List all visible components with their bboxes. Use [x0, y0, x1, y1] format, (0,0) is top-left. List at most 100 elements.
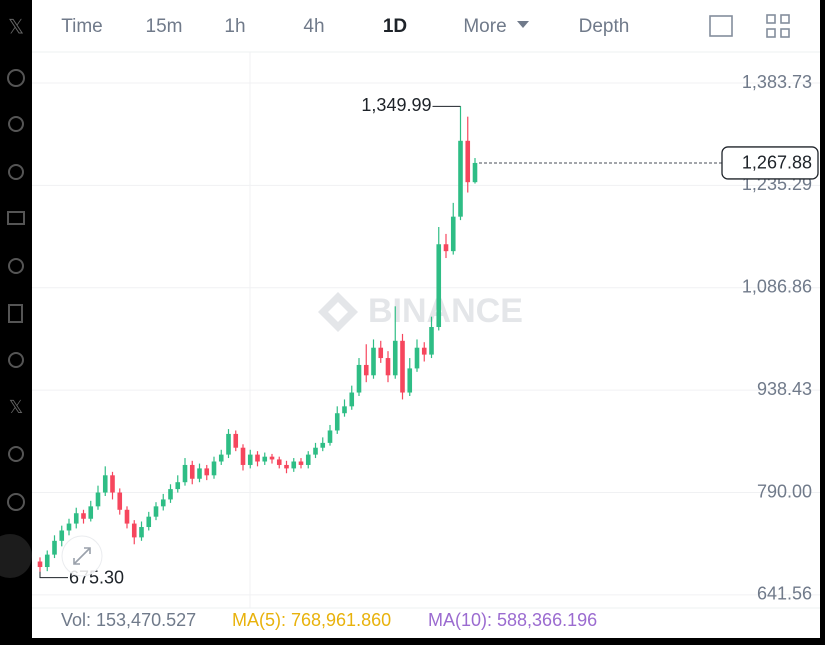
tab[interactable]: 15m [146, 16, 183, 37]
mail-icon [7, 211, 25, 225]
candle-body [385, 358, 391, 376]
watermark-text: BINANCE [368, 292, 523, 330]
candle-body [291, 461, 297, 469]
candle-body [59, 530, 65, 541]
dropdown-caret [517, 21, 529, 28]
candle-body [117, 492, 123, 510]
candle-body [407, 368, 413, 393]
indicator-bar: Vol: 153,470.527 MA(5): 768,961.860 MA(10)… [61, 610, 597, 630]
candle-body [458, 140, 463, 217]
candle-body [110, 475, 115, 493]
candle-body [313, 447, 318, 455]
candle-body [276, 459, 282, 465]
candle-body [400, 340, 405, 393]
layout-icon[interactable] [766, 28, 776, 38]
profile-icon [8, 446, 24, 462]
candle-body [81, 513, 86, 519]
bell-icon [8, 164, 24, 180]
candle-body [436, 244, 442, 328]
candle-body [233, 433, 239, 448]
candle-body [146, 516, 152, 528]
more-icon [7, 493, 25, 511]
sidebar-icons: 𝕏 𝕏 [0, 16, 32, 578]
candle-body [414, 347, 420, 369]
candle-body [298, 461, 304, 465]
candle-body [66, 523, 72, 531]
candle-body [342, 406, 347, 414]
layout-icon[interactable] [766, 14, 776, 24]
low-marker-line [39, 571, 68, 579]
candle-body [371, 347, 376, 376]
layout-icon[interactable] [780, 28, 790, 38]
candle-body [218, 454, 224, 462]
tab[interactable]: 1h [224, 16, 245, 37]
candle-body [160, 499, 166, 507]
y-tick-label: 790.00 [757, 481, 812, 501]
tab-bar: Time 15m 1h 4h 1D More Depth [61, 16, 629, 37]
tab[interactable]: Time [61, 16, 103, 37]
candle-body [153, 506, 159, 517]
candle-body [131, 523, 137, 538]
candle-body [37, 561, 43, 568]
indicator-label: MA(10): 588,366.196 [428, 610, 597, 630]
candle-body [392, 340, 398, 376]
y-tick-label: 641.56 [757, 584, 812, 604]
tab[interactable]: More [463, 16, 506, 37]
candle-body [73, 513, 79, 524]
y-tick-label: 938.43 [757, 379, 812, 399]
candle-body [378, 347, 384, 359]
x-logo: 𝕏 [8, 16, 24, 38]
candle-body [327, 430, 333, 443]
candle-body [334, 413, 340, 431]
candle-body [95, 492, 101, 507]
candle-body [204, 468, 210, 476]
people-icon [8, 352, 24, 368]
tab[interactable]: 4h [303, 16, 324, 37]
indicator-label: Vol: 153,470.527 [61, 610, 196, 630]
candle-body [356, 364, 362, 393]
last-price-label: 1,267.88 [742, 153, 812, 173]
x-premium-icon: 𝕏 [9, 397, 24, 417]
candle-body [429, 327, 434, 355]
settings-icon[interactable] [709, 15, 733, 37]
candle-body [421, 347, 427, 355]
tab[interactable]: Depth [579, 16, 630, 37]
expand-arrow [73, 547, 91, 565]
tab[interactable]: 1D [383, 16, 407, 37]
candle-body [255, 454, 260, 462]
home-icon [7, 69, 25, 87]
candle-body [240, 447, 246, 465]
candle-body [472, 162, 478, 183]
expand-button[interactable] [61, 535, 103, 577]
bookmark-icon [8, 304, 23, 323]
last-price-box [721, 146, 819, 180]
candle-body [363, 364, 369, 376]
candle-body [189, 464, 195, 479]
chart-panel [32, 0, 820, 638]
y-tick-label: 1,086.86 [742, 277, 812, 297]
candle-body [44, 554, 50, 568]
grok-icon [8, 258, 24, 274]
search-icon [8, 116, 24, 132]
candle-body [269, 456, 275, 460]
candle-body [284, 464, 289, 469]
compose-button [0, 534, 32, 578]
candle-body [247, 454, 253, 465]
layout-icon[interactable] [780, 14, 790, 24]
candle-body [175, 482, 181, 490]
high-marker-label: 1,349.99 [361, 95, 431, 115]
candle-body [197, 468, 202, 479]
indicator-label: MA(5): 768,961.860 [232, 610, 391, 630]
candle-body [102, 475, 108, 493]
candle-body [443, 244, 449, 252]
candle-body [320, 442, 326, 448]
candle-body [262, 456, 268, 462]
candle-body [450, 216, 456, 252]
watermark: BINANCE [318, 292, 523, 332]
candle-body [52, 540, 57, 555]
candles [37, 106, 478, 572]
candle-body [349, 392, 355, 407]
candle-body [305, 454, 311, 465]
candle-body [88, 506, 94, 519]
